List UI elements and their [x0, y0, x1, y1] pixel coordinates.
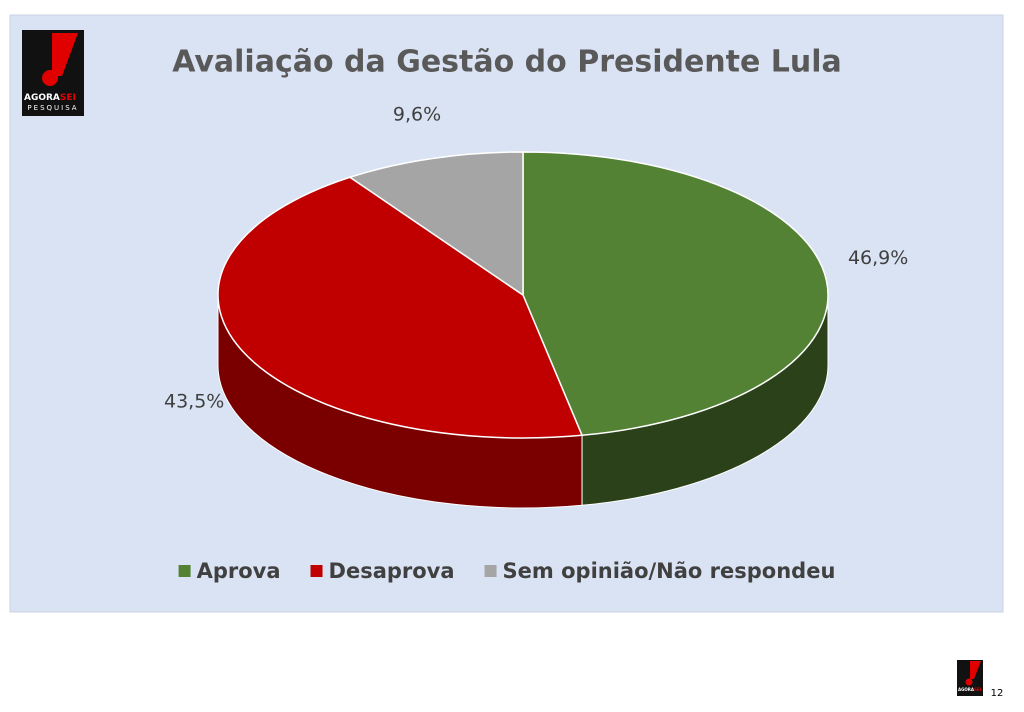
legend-swatch	[178, 565, 191, 577]
legend-label: Desaprova	[329, 559, 455, 583]
legend-swatch	[484, 565, 497, 577]
page-number: 12	[991, 688, 1004, 699]
slice	[348, 151, 524, 297]
logo-mark	[52, 33, 78, 76]
legend-label: Sem opinião/Não respondeu	[503, 559, 836, 583]
logo: AGORASEI PESQUISA	[22, 30, 84, 116]
logo-name: AGORASEI	[24, 93, 76, 103]
data-label: 9,6%	[393, 104, 441, 126]
data-label: 43,5%	[164, 390, 224, 412]
pie: 46,9% 43,5% 9,6%	[164, 104, 908, 509]
logo-mark	[970, 661, 981, 679]
slice	[217, 176, 584, 439]
data-label: 46,9%	[848, 247, 908, 269]
legend-item: Sem opinião/Não respondeu	[484, 559, 836, 583]
logo-dot	[42, 70, 58, 86]
legend-swatch	[310, 565, 323, 577]
slice	[522, 151, 829, 437]
legend-item: Aprova	[178, 559, 281, 583]
logo-dot	[965, 678, 973, 686]
logo-name: AGORASEI	[958, 687, 982, 692]
logo-subtitle: PESQUISA	[27, 104, 78, 112]
legend-item: Desaprova	[310, 559, 455, 583]
small-logo: AGORASEI	[957, 660, 983, 696]
legend: Aprova Desaprova Sem opinião/Não respondeu	[178, 559, 836, 583]
legend-label: Aprova	[197, 559, 281, 583]
chart-title: Avaliação da Gestão do Presidente Lula	[172, 45, 842, 80]
